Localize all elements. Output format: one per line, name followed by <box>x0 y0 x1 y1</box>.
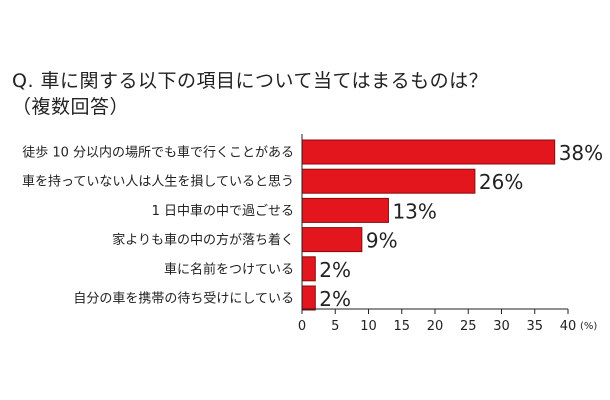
bar <box>301 227 363 253</box>
category-label: 車を持っていない人は人生を損していると思う <box>22 175 294 190</box>
x-tick-label: 25 <box>460 319 477 334</box>
bar <box>301 285 316 311</box>
x-tick-label: 10 <box>360 319 377 334</box>
x-axis-unit: (%) <box>580 321 597 332</box>
category-label: 1 日中車の中で過ごせる <box>152 203 294 219</box>
value-label: 2% <box>319 287 351 311</box>
x-tick-label: 5 <box>331 319 339 334</box>
category-label: 徒歩 10 分以内の場所でも車で行くことがある <box>22 145 294 161</box>
value-label: 26% <box>479 170 523 194</box>
x-tick-label: 35 <box>526 319 543 334</box>
category-label: 家よりも車の中の方が落ち着く <box>112 232 294 248</box>
value-label: 2% <box>319 258 351 282</box>
x-tick-label: 15 <box>393 319 410 334</box>
category-label: 自分の車を携帯の待ち受けにしている <box>73 291 294 307</box>
x-tick-label: 0 <box>298 319 306 334</box>
chart-subtitle: （複数回答） <box>12 96 130 118</box>
x-tick-label: 20 <box>427 319 444 334</box>
x-tick-label: 40 <box>560 319 577 334</box>
value-label: 13% <box>392 199 436 223</box>
chart-title: Q. 車に関する以下の項目について当てはまるものは？ <box>12 70 489 92</box>
bar <box>301 256 316 282</box>
value-label: 9% <box>366 229 398 253</box>
bar <box>301 197 389 223</box>
bar <box>301 168 476 194</box>
value-label: 38% <box>559 141 603 165</box>
category-label: 車に名前をつけている <box>164 261 294 277</box>
bar <box>301 139 556 165</box>
x-tick-label: 30 <box>493 319 510 334</box>
